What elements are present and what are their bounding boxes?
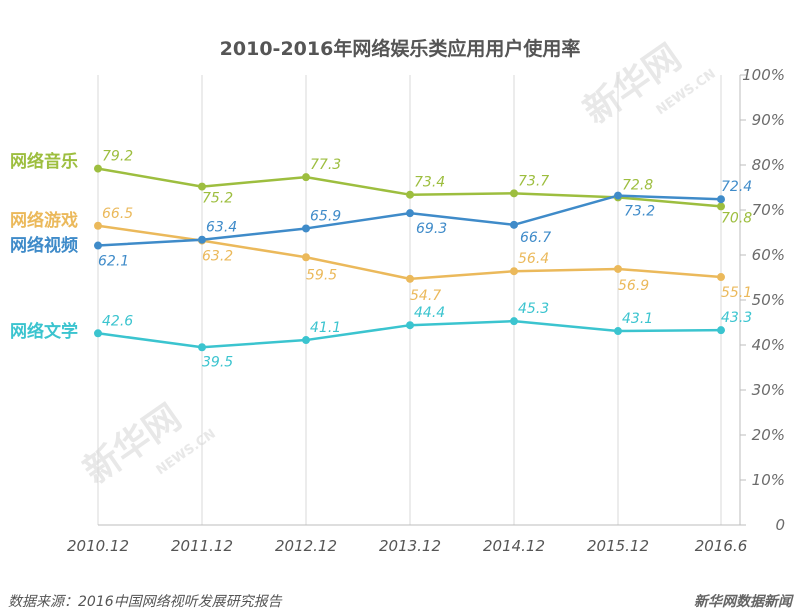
x-tick-label-5: 2015.12 [587,537,649,555]
data-labels: 79.2 75.2 77.3 73.4 73.7 72.8 70.8 66.5 63.2 59.5… [98,149,752,371]
data-point-1-3 [406,274,414,283]
credit-note: 新华网数据新闻 [694,593,794,610]
data-label-1-2: 59.5 [306,267,337,283]
data-label-1-5: 56.9 [618,278,649,294]
data-label-3-0: 42.6 [102,313,133,329]
data-point-3-5 [614,327,622,336]
data-label-2-3: 69.3 [416,221,447,237]
series-name-1: 网络游戏 [10,210,78,231]
data-point-3-2 [302,336,310,345]
data-label-1-0: 66.5 [102,206,133,222]
data-label-0-5: 72.8 [622,177,653,193]
series-name-0: 网络音乐 [10,151,78,172]
data-label-3-4: 45.3 [518,301,549,317]
data-point-1-2 [302,253,310,262]
data-label-3-6: 43.3 [721,310,752,326]
data-point-0-4 [510,189,518,198]
data-label-1-6: 55.1 [721,285,752,301]
data-point-2-3 [406,209,414,218]
data-label-2-6: 72.4 [721,179,752,195]
data-point-2-4 [510,220,518,229]
data-point-3-1 [198,343,206,352]
data-label-0-6: 70.8 [721,210,752,226]
data-label-2-0: 62.1 [98,254,129,270]
data-point-0-0 [94,164,102,173]
x-tick-label-0: 2010.12 [67,537,129,555]
y-tick-label-9: 90% [752,111,785,129]
x-tick-label-4: 2014.12 [483,537,545,555]
y-tick-label-2: 20% [752,426,785,444]
data-label-1-1: 63.2 [202,249,233,265]
y-tick-label-8: 80% [752,156,785,174]
chart-title: 2010-2016年网络娱乐类应用用户使用率 [220,37,581,60]
data-label-2-4: 66.7 [520,230,551,246]
watermark-text-bottom: 新华网 [77,397,189,493]
series-name-2: 网络视频 [10,235,78,256]
x-tick-label-3: 2013.12 [379,537,441,555]
data-label-2-2: 65.9 [310,208,341,224]
data-label-2-1: 63.4 [206,220,237,236]
data-point-3-3 [406,321,414,330]
series-name-3: 网络文学 [10,321,78,342]
y-tick-label-10: 100% [742,66,785,84]
y-axis-ticks: 0 10% 20% 30% 40% 50% 60% 70% 80% 90% 100% [740,66,785,534]
series-points [94,164,725,352]
data-label-0-3: 73.4 [414,175,445,191]
data-point-2-5 [614,191,622,200]
y-tick-label-7: 70% [752,201,785,219]
data-point-3-0 [94,329,102,338]
data-label-1-3: 54.7 [410,288,441,304]
data-point-1-5 [614,264,622,273]
data-point-2-2 [302,224,310,233]
watermark-text-top: 新华网 [577,37,689,133]
data-point-1-0 [94,221,102,230]
y-tick-label-6: 60% [752,246,785,264]
data-point-0-2 [302,173,310,182]
y-tick-label-4: 40% [752,336,785,354]
data-point-2-6 [717,195,725,204]
data-label-0-1: 75.2 [202,191,233,207]
x-axis-ticks: 2010.12 2011.12 2012.12 2013.12 2014.12 2015.… [67,537,747,555]
data-label-3-5: 43.1 [622,311,653,327]
data-label-0-0: 79.2 [102,149,133,165]
source-note: 数据来源：2016中国网络视听发展研究报告 [8,594,283,610]
data-label-0-2: 77.3 [310,157,341,173]
data-point-1-4 [510,267,518,276]
y-tick-label-0: 0 [775,516,785,534]
data-point-1-6 [717,273,725,282]
data-point-0-1 [198,182,206,191]
x-tick-label-6: 2016.6 [695,537,748,555]
data-point-2-1 [198,235,206,244]
data-label-3-1: 39.5 [202,354,233,370]
data-point-3-4 [510,317,518,326]
y-tick-label-3: 30% [752,381,785,399]
data-label-1-4: 56.4 [518,251,549,267]
data-label-0-4: 73.7 [518,173,549,189]
watermark-group: 新华网 NEWS.CN 新华网 NEWS.CN [77,37,719,493]
data-label-3-3: 44.4 [414,305,445,321]
data-point-0-6 [717,202,725,211]
y-tick-label-1: 10% [752,471,785,489]
y-tick-label-5: 50% [752,291,785,309]
data-point-0-3 [406,190,414,199]
data-point-2-0 [94,241,102,250]
x-tick-label-1: 2011.12 [171,537,233,555]
data-label-2-5: 73.2 [624,204,655,220]
data-point-3-6 [717,326,725,335]
x-tick-label-2: 2012.12 [275,537,337,555]
data-label-3-2: 41.1 [310,320,341,336]
